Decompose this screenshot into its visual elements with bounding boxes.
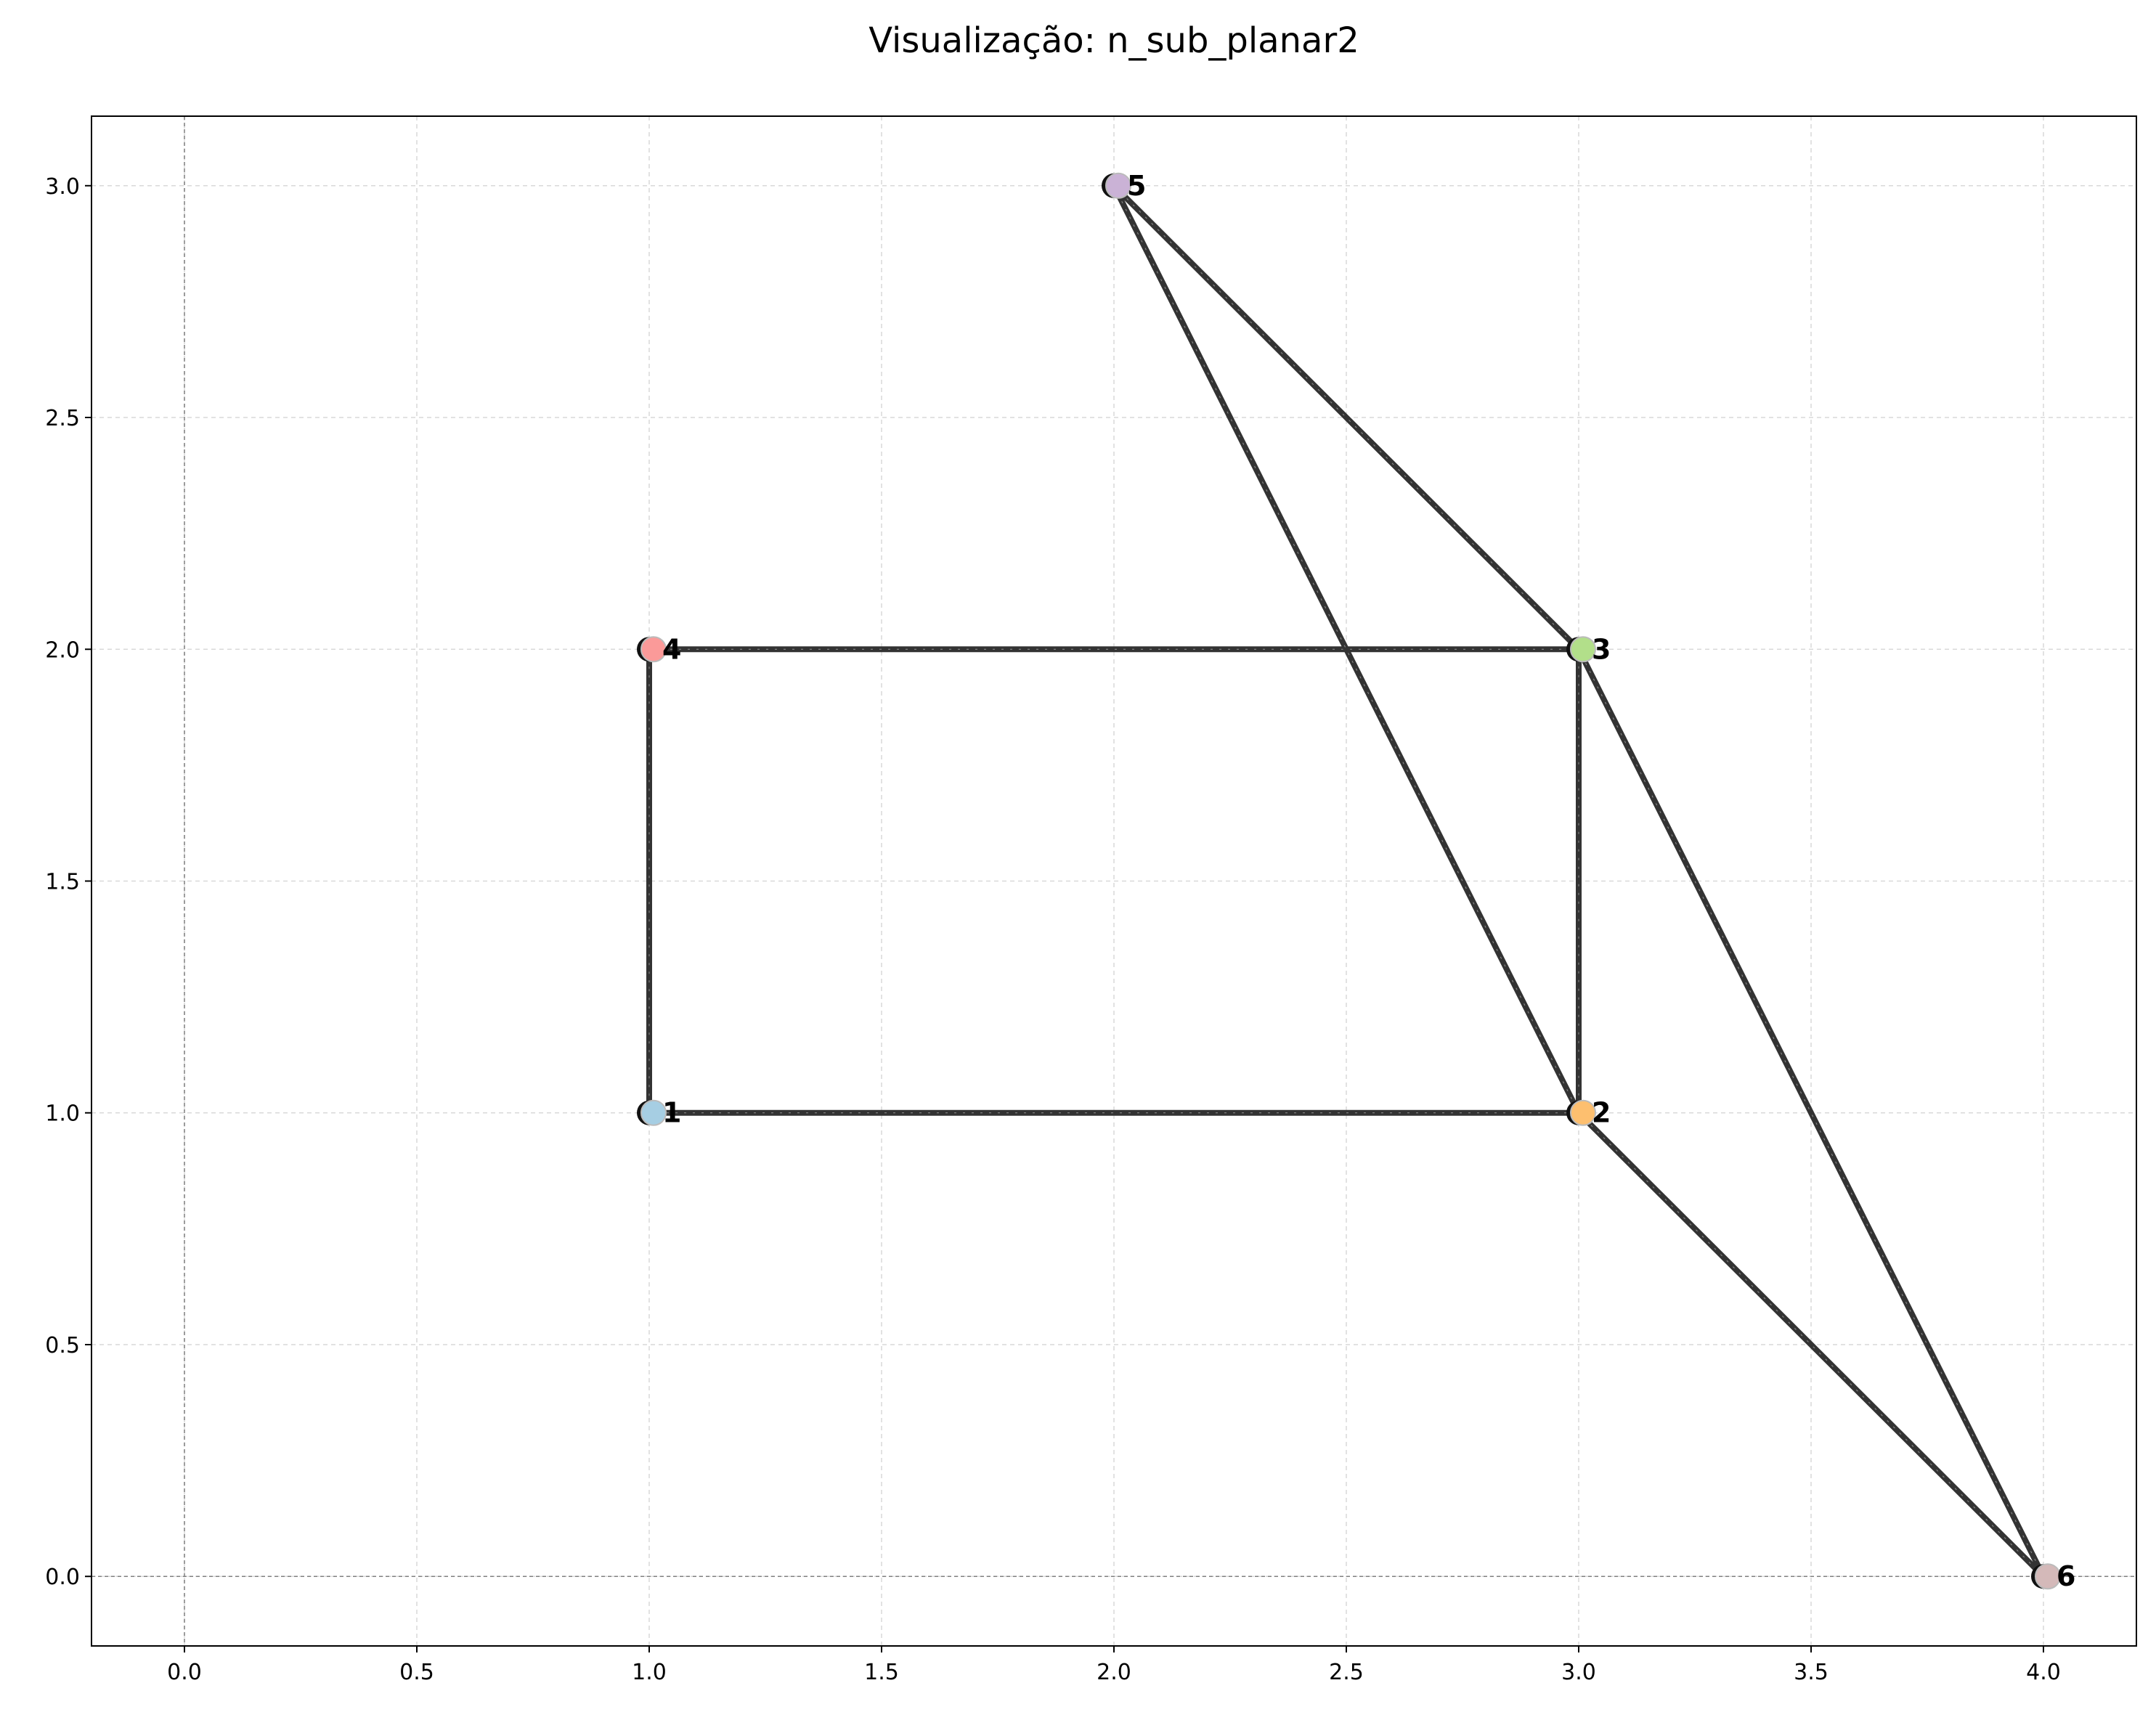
node-6 [2035, 1563, 2061, 1590]
x-tick-label: 0.0 [167, 1660, 202, 1685]
node-label-6: 6 [2057, 1560, 2075, 1592]
edge-highlight-5-2 [1113, 185, 1579, 1113]
node-3 [1570, 636, 1596, 663]
y-tick-label: 0.5 [45, 1333, 80, 1358]
x-tick-label: 0.5 [399, 1660, 434, 1685]
node-2 [1570, 1099, 1596, 1126]
x-tick-label: 3.5 [1794, 1660, 1828, 1685]
x-tick-label: 2.0 [1097, 1660, 1131, 1685]
node-label-4: 4 [662, 633, 681, 665]
node-5 [1105, 172, 1131, 199]
node-label-2: 2 [1592, 1097, 1611, 1129]
node-4 [640, 636, 667, 663]
y-tick-label: 3.0 [45, 174, 80, 200]
y-tick-label: 0.0 [45, 1565, 80, 1590]
y-tick-label: 2.0 [45, 637, 80, 663]
chart-title: Visualização: n_sub_planar2 [868, 20, 1359, 61]
node-labels: 1 2 3 4 5 6 [662, 170, 2075, 1592]
edge-2-6 [1576, 1109, 2046, 1580]
reference-lines [91, 116, 2136, 1646]
x-tick-label: 4.0 [2026, 1660, 2061, 1685]
node-label-5: 5 [1127, 170, 1146, 202]
grid [91, 116, 2136, 1646]
node-label-1: 1 [662, 1097, 681, 1129]
node-label-3: 3 [1592, 633, 1611, 665]
x-tick-label: 2.5 [1329, 1660, 1364, 1685]
y-tick-label: 1.0 [45, 1101, 80, 1127]
edge-highlight-6-3 [1578, 649, 2044, 1577]
x-tick-label: 1.5 [864, 1660, 899, 1685]
y-tick-label: 2.5 [45, 406, 80, 431]
x-tick-label: 3.0 [1561, 1660, 1596, 1685]
ticks: 0.0 0.5 1.0 1.5 2.0 2.5 3.0 3.5 4.0 0.0 0.5 1.0 1.5 2… [45, 174, 2061, 1685]
x-tick-label: 1.0 [632, 1660, 667, 1685]
edges [646, 182, 2046, 1580]
y-tick-label: 1.5 [45, 870, 80, 895]
node-1 [640, 1099, 667, 1126]
edge-3-5 [1111, 182, 1582, 653]
nodes [637, 172, 2061, 1590]
